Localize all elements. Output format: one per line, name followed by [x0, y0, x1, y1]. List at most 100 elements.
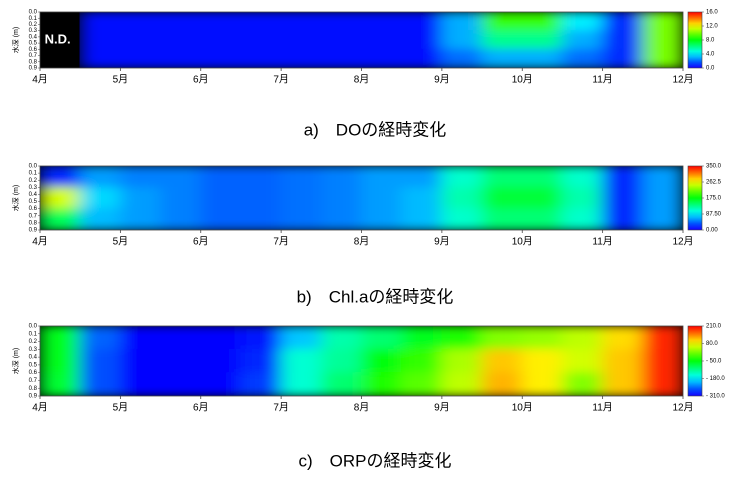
- y-tick-label: 0.8: [29, 386, 38, 392]
- x-tick-label: 6月: [193, 236, 209, 248]
- cell: [200, 208, 242, 230]
- cell: [320, 30, 362, 50]
- colorbar: [687, 325, 703, 397]
- colorbar: [687, 165, 703, 231]
- cell: [561, 166, 604, 188]
- cell: [521, 326, 563, 350]
- y-tick-label: 0.9: [29, 228, 38, 234]
- x-tick-label: 11月: [592, 402, 612, 414]
- colorbar-label: 8.0: [706, 38, 715, 44]
- y-tick-label: 0.4: [29, 355, 38, 361]
- x-tick-label: 9月: [434, 74, 450, 86]
- cell: [320, 208, 362, 230]
- cell: [401, 48, 443, 68]
- cell: [200, 326, 242, 350]
- cell: [361, 30, 403, 50]
- cell: [561, 208, 604, 230]
- cell: [119, 30, 162, 50]
- cell: [401, 372, 443, 396]
- caption: c) ORPの経時変化: [299, 451, 452, 470]
- cell: [240, 326, 282, 350]
- cell: [40, 166, 81, 188]
- colorbar-label: 350.0: [706, 164, 722, 170]
- cell: [200, 166, 242, 188]
- y-tick-label: 0.0: [29, 164, 38, 170]
- cell: [280, 186, 322, 210]
- cell: [642, 12, 683, 32]
- cell: [280, 348, 322, 374]
- colorbar-label: 16.0: [706, 10, 718, 16]
- cell: [40, 348, 81, 374]
- y-tick-label: 0.9: [29, 394, 38, 400]
- cell: [119, 12, 162, 32]
- y-tick-label: 0.4: [29, 192, 38, 198]
- x-tick-label: 12月: [672, 74, 693, 86]
- cell: [119, 372, 162, 396]
- x-tick-label: 8月: [354, 236, 370, 248]
- cell: [160, 326, 202, 350]
- x-tick-label: 7月: [273, 74, 289, 86]
- cell: [200, 12, 242, 32]
- annotation: N.D.: [45, 31, 71, 46]
- cell: [602, 12, 644, 32]
- cell: [280, 166, 322, 188]
- cell: [240, 372, 282, 396]
- cell: [361, 186, 403, 210]
- cell: [481, 326, 523, 350]
- cell: [521, 30, 563, 50]
- x-tick-label: 6月: [193, 74, 209, 86]
- cell: [160, 208, 202, 230]
- x-tick-label: 10月: [512, 402, 533, 414]
- cell: [521, 208, 563, 230]
- cell: [79, 12, 121, 32]
- y-tick-label: 0.2: [29, 178, 38, 184]
- colorbar-label: 4.0: [706, 52, 715, 58]
- cell: [521, 372, 563, 396]
- cell: [79, 326, 121, 350]
- y-axis-label: 水深 (m): [11, 27, 20, 53]
- plot-area: [40, 326, 683, 396]
- cell: [441, 326, 483, 350]
- colorbar-label: 210.0: [706, 324, 722, 330]
- cell: [119, 208, 162, 230]
- cell: [642, 348, 683, 374]
- x-tick-label: 6月: [193, 402, 209, 414]
- cell: [240, 30, 282, 50]
- cell: [200, 348, 242, 374]
- cell: [361, 372, 403, 396]
- cell: [240, 208, 282, 230]
- x-tick-label: 12月: [672, 402, 693, 414]
- cell: [521, 348, 563, 374]
- cell: [441, 12, 483, 32]
- cell: [119, 48, 162, 68]
- colorbar-label: 175.0: [706, 196, 722, 202]
- y-axis-label: 水深 (m): [11, 348, 20, 374]
- cell: [320, 186, 362, 210]
- cell: [441, 186, 483, 210]
- cell: [361, 326, 403, 350]
- colorbar-label: - 180.0: [706, 376, 725, 382]
- cell: [481, 208, 523, 230]
- cell: [602, 326, 644, 350]
- y-tick-label: 0.8: [29, 220, 38, 226]
- cell: [320, 166, 362, 188]
- caption: b) Chl.aの経時変化: [297, 287, 454, 306]
- cell: [441, 48, 483, 68]
- cell: [642, 326, 683, 350]
- cell: [602, 30, 644, 50]
- cell: [200, 186, 242, 210]
- y-axis-label: 水深 (m): [11, 185, 20, 211]
- field: [40, 326, 683, 396]
- cell: [561, 48, 604, 68]
- cell: [320, 372, 362, 396]
- y-tick-label: 0.2: [29, 22, 38, 28]
- cell: [521, 186, 563, 210]
- cell: [79, 208, 121, 230]
- cell: [521, 166, 563, 188]
- cell: [240, 186, 282, 210]
- x-tick-label: 4月: [32, 74, 48, 86]
- cell: [79, 30, 121, 50]
- cell: [280, 12, 322, 32]
- cell: [40, 326, 81, 350]
- cell: [401, 348, 443, 374]
